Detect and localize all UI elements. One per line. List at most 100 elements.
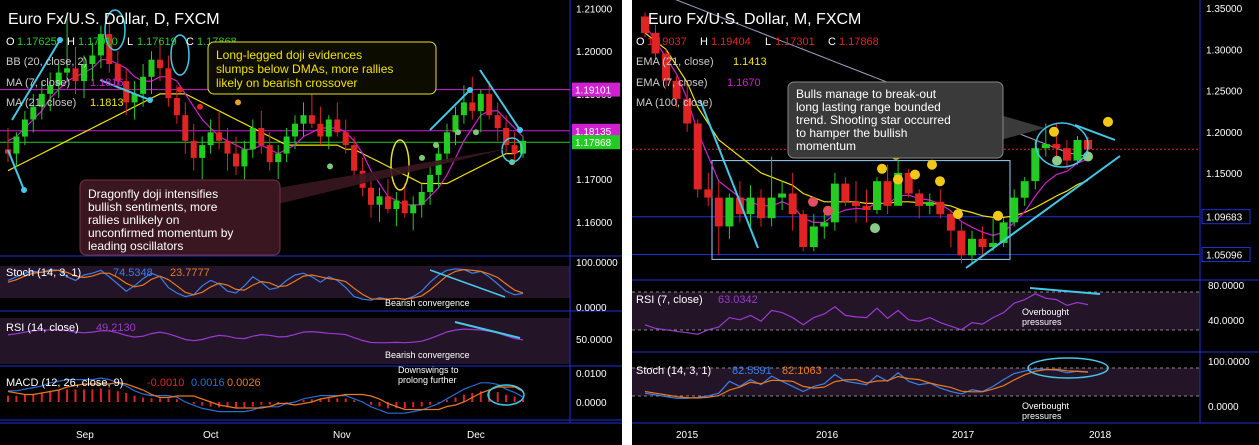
panel-divider: [622, 0, 632, 445]
left-macd-hist-bar: [268, 402, 271, 405]
left-macd-hist-bar: [49, 391, 52, 402]
right-candle-body: [735, 197, 744, 215]
left-annotation-dragonfly: Dragonfly doji intensifies bullish senti…: [79, 148, 510, 256]
left-trend-arrow-4-head: [517, 127, 523, 133]
left-candle-body: [452, 115, 459, 133]
left-candle-body: [97, 34, 104, 56]
left-candle-body: [511, 145, 518, 154]
right-xlabel-2015: 2015: [676, 430, 699, 441]
left-price-tick-label: 1.20000: [576, 47, 613, 58]
left-macd-hist-bar: [74, 389, 77, 402]
left-macd-hist-bar: [7, 395, 9, 402]
right-level-tag: [1201, 209, 1251, 225]
left-candle-body: [157, 59, 163, 69]
left-ohlc-c-label: C: [186, 36, 194, 48]
right-stoch-zero: 0.0000: [1208, 402, 1239, 413]
left-highlight-ellipse-3: [390, 139, 410, 191]
left-macd-hist-bar: [496, 392, 499, 402]
left-macd-hist-bar: [243, 402, 246, 408]
left-trend-arrow-3-head: [147, 97, 153, 103]
left-macd-hist-bar: [57, 390, 60, 402]
left-annotation-doji-line2: slumps below DMAs, more rallies: [216, 62, 393, 76]
left-macd-zero: 0.0000: [576, 398, 607, 409]
right-marker-dot-yellow: [877, 163, 887, 174]
left-macd-hist-bar: [319, 398, 322, 402]
right-ohlc-h-label: H: [700, 36, 708, 48]
right-ohlc-readout: O 1.19037 H 1.19404 L 1.17301 C 1.17868: [636, 36, 879, 48]
left-candle-body: [233, 153, 239, 167]
right-ema21-label: EMA (21, close): [636, 56, 714, 68]
right-ohlc-c: 1.17868: [839, 36, 879, 48]
left-trend-arrow-2-head: [21, 187, 27, 193]
right-marker-dot-yellow: [993, 210, 1003, 221]
left-level-tag: [572, 135, 620, 150]
left-annotation-doji-line1: Long-legged doji evidences: [216, 48, 362, 62]
left-ohlc-h-label: H: [67, 36, 75, 48]
right-xlabel-2016: 2016: [816, 430, 839, 441]
right-top-arrow: [1074, 124, 1116, 141]
right-candle-body: [883, 181, 892, 206]
right-candle-body: [746, 197, 755, 215]
left-marker-dot: [473, 129, 479, 136]
left-macd-hist-bar: [420, 402, 423, 407]
left-macd-hist-bar: [192, 402, 195, 404]
left-trend-arrow-1-head: [57, 37, 63, 43]
right-xlabel-2018: 2018: [1089, 430, 1112, 441]
left-macd-hist-bar: [353, 400, 356, 402]
left-ohlc-l-label: L: [127, 36, 133, 48]
left-macd-hist-bar: [395, 402, 398, 409]
left-candle-body: [38, 93, 45, 107]
right-level-tag: [1201, 247, 1251, 262]
left-candle-body: [325, 119, 332, 137]
right-marker-dot-green: [870, 223, 880, 234]
right-price-tick-label: 1.20000: [1206, 128, 1243, 139]
right-candle-body: [1010, 197, 1019, 223]
left-macd-signal-line: [7, 381, 524, 411]
right-ohlc-h: 1.19404: [711, 36, 751, 48]
right-stoch-k: 82.5591: [732, 365, 772, 377]
left-ohlc-h: 1.17910: [78, 36, 118, 48]
left-candle-body: [292, 123, 298, 137]
left-macd-hist-bar: [226, 402, 229, 408]
left-macd-hist-bar: [175, 399, 178, 402]
left-stoch-d-line: [7, 268, 524, 300]
left-macd-hist-bar: [116, 391, 119, 402]
left-macd-level: 0.0100: [576, 369, 607, 380]
right-stoch-note1: Overbought: [1022, 401, 1070, 411]
right-annotation-line1: Bulls manage to break-out: [796, 87, 937, 101]
right-candle-body: [894, 172, 903, 206]
left-ma21-label: MA (21, close): [6, 97, 76, 109]
left-macd-hist-bar: [40, 393, 43, 402]
left-candle-body: [503, 128, 510, 146]
left-candle-body: [173, 98, 180, 116]
right-candle-body: [799, 214, 808, 247]
left-ma21-value: 1.1813: [90, 97, 124, 109]
left-macd-hist-bar: [285, 402, 288, 403]
left-level-tag-text: 1.19101: [575, 86, 612, 97]
right-candle-body: [1052, 144, 1061, 149]
left-price-pane: 1.160001.170001.180001.190001.200001.210…: [0, 0, 622, 257]
left-candle-body: [21, 119, 28, 137]
right-candle-body: [989, 242, 998, 247]
right-stoch-d: 82.1063: [782, 365, 822, 377]
left-candle-body: [47, 85, 54, 94]
left-ma21-line: [7, 93, 524, 185]
left-macd-hist-bar: [108, 389, 111, 402]
left-highlight-ellipse-4: [501, 137, 523, 163]
left-macd-hist-bar: [83, 389, 85, 402]
left-candle-body: [224, 140, 231, 154]
right-annotation-line4: to hamper the bullish: [796, 126, 907, 140]
right-ohlc-o: 1.19037: [647, 36, 687, 48]
left-candle-body: [393, 200, 400, 209]
right-candle-body: [999, 222, 1008, 243]
left-candle-body: [384, 196, 391, 210]
left-macd-hist-bar: [159, 398, 161, 402]
left-macd-hist-bar: [522, 399, 524, 402]
left-candle-body: [114, 64, 121, 82]
left-macd-hist-bar: [505, 394, 508, 402]
left-candle-body: [334, 119, 341, 133]
left-rsi-convergence-arrow: [454, 321, 521, 339]
left-macd-hist-bar: [209, 402, 212, 407]
right-marker-dot-green: [1052, 155, 1062, 166]
left-macd-hist-bar: [446, 400, 448, 402]
